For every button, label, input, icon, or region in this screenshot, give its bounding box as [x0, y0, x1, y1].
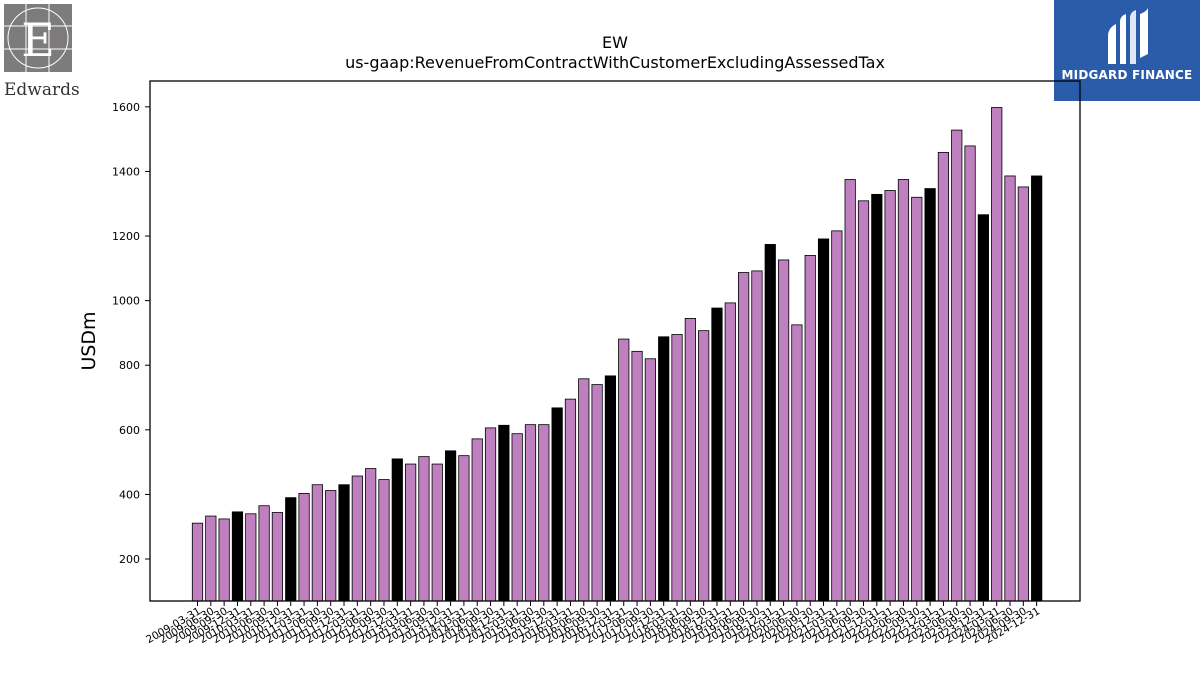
midgard-logo-text: MIDGARD FINANCE [1061, 68, 1193, 82]
plot-frame [149, 80, 1081, 602]
bar-2012-06-30 [365, 468, 377, 602]
bar-2014-09-30 [484, 427, 497, 602]
bar-2017-12-31 [658, 336, 670, 602]
bar-2021-09-30 [857, 200, 870, 602]
bar-2010-09-30 [271, 512, 284, 602]
bar-2014-12-31 [498, 424, 510, 602]
bar-2023-06-30 [951, 129, 963, 602]
bar-2019-06-30 [738, 272, 750, 602]
bar-2019-12-31 [764, 244, 776, 602]
bar-2012-03-31 [351, 475, 363, 602]
bar-2020-06-30 [791, 324, 803, 602]
bar-2019-09-30 [751, 270, 763, 602]
y-tick-label: 1200 [112, 230, 140, 243]
bar-2024-06-30 [1004, 175, 1016, 602]
bar-2022-12-31 [924, 188, 936, 602]
bar-2011-09-30 [325, 490, 337, 602]
bars-group [191, 107, 1043, 602]
y-axis: 200 400 600 800 1000 1200 1400 1600 [112, 101, 150, 566]
bar-2015-06-30 [524, 424, 537, 602]
bar-2016-12-31 [604, 375, 617, 602]
bar-2009-12-31 [231, 511, 244, 602]
y-axis-label: USDm [78, 311, 100, 370]
bar-2010-06-30 [258, 505, 270, 602]
bar-2013-09-30 [431, 463, 443, 602]
bar-2023-03-31 [937, 151, 950, 602]
bar-2015-03-31 [511, 433, 523, 602]
svg-text:E: E [21, 13, 55, 67]
bar-2022-09-30 [911, 196, 923, 602]
midgard-finance-logo: MIDGARD FINANCE [1054, 0, 1200, 101]
bar-2013-03-31 [405, 463, 417, 602]
bar-2010-03-31 [245, 513, 257, 602]
bar-2012-12-31 [391, 458, 403, 602]
bar-2023-12-31 [977, 214, 989, 602]
bar-2011-06-30 [311, 484, 323, 602]
edwards-logo: E Edwards [4, 4, 80, 100]
bar-2024-03-31 [991, 107, 1003, 602]
bar-2022-06-30 [897, 179, 910, 602]
bar-2020-09-30 [804, 255, 816, 602]
bar-2011-12-31 [338, 484, 350, 602]
y-tick-label: 800 [119, 359, 140, 372]
bar-2024-09-30 [1017, 186, 1029, 602]
bar-2019-03-31 [724, 302, 736, 602]
bar-2024-12-31 [1031, 175, 1043, 602]
bar-2017-09-30 [644, 358, 656, 602]
bar-2022-03-31 [884, 190, 896, 602]
bar-2020-03-31 [777, 259, 790, 602]
bar-2018-03-31 [671, 334, 683, 602]
bar-2020-12-31 [817, 238, 830, 602]
bar-2012-09-30 [378, 479, 390, 602]
y-tick-label: 1000 [112, 295, 140, 308]
bar-2016-06-30 [578, 378, 590, 602]
bar-2017-06-30 [631, 350, 643, 602]
bar-2011-03-31 [298, 493, 310, 602]
bar-2015-09-30 [538, 424, 550, 602]
y-tick-label: 600 [119, 424, 140, 437]
bar-2010-12-31 [285, 497, 297, 602]
bar-2009-09-30 [218, 518, 230, 602]
bar-2021-03-31 [831, 230, 843, 602]
bar-2013-06-30 [418, 456, 430, 602]
bar-2009-03-31 [191, 522, 204, 602]
bar-2014-06-30 [471, 438, 483, 602]
bar-2021-12-31 [871, 193, 883, 602]
bar-2018-06-30 [684, 317, 696, 602]
y-tick-label: 1600 [112, 101, 140, 114]
bar-2016-03-31 [564, 398, 577, 602]
bar-2014-03-31 [458, 455, 470, 602]
x-axis: 2009-03-312009-06-302009-09-302009-12-31… [144, 601, 1042, 646]
y-tick-label: 200 [119, 553, 140, 566]
bar-2021-06-30 [844, 179, 856, 602]
midgard-logo-mark [1108, 8, 1148, 64]
y-tick-label: 1400 [112, 165, 140, 178]
chart-subtitle: us-gaap:RevenueFromContractWithCustomerE… [345, 53, 885, 72]
bar-2018-09-30 [698, 330, 710, 602]
edwards-logo-text: Edwards [4, 80, 80, 100]
chart-title: EW [602, 33, 628, 52]
y-tick-label: 400 [119, 488, 140, 501]
bar-2013-12-31 [444, 450, 457, 602]
edwards-logo-mark: E [4, 4, 72, 72]
bar-2009-06-30 [205, 515, 217, 602]
bar-2017-03-31 [618, 338, 630, 602]
bar-2023-09-30 [964, 145, 976, 602]
bar-2015-12-31 [551, 407, 563, 602]
bar-2018-12-31 [711, 307, 723, 602]
bar-2016-09-30 [591, 384, 603, 602]
